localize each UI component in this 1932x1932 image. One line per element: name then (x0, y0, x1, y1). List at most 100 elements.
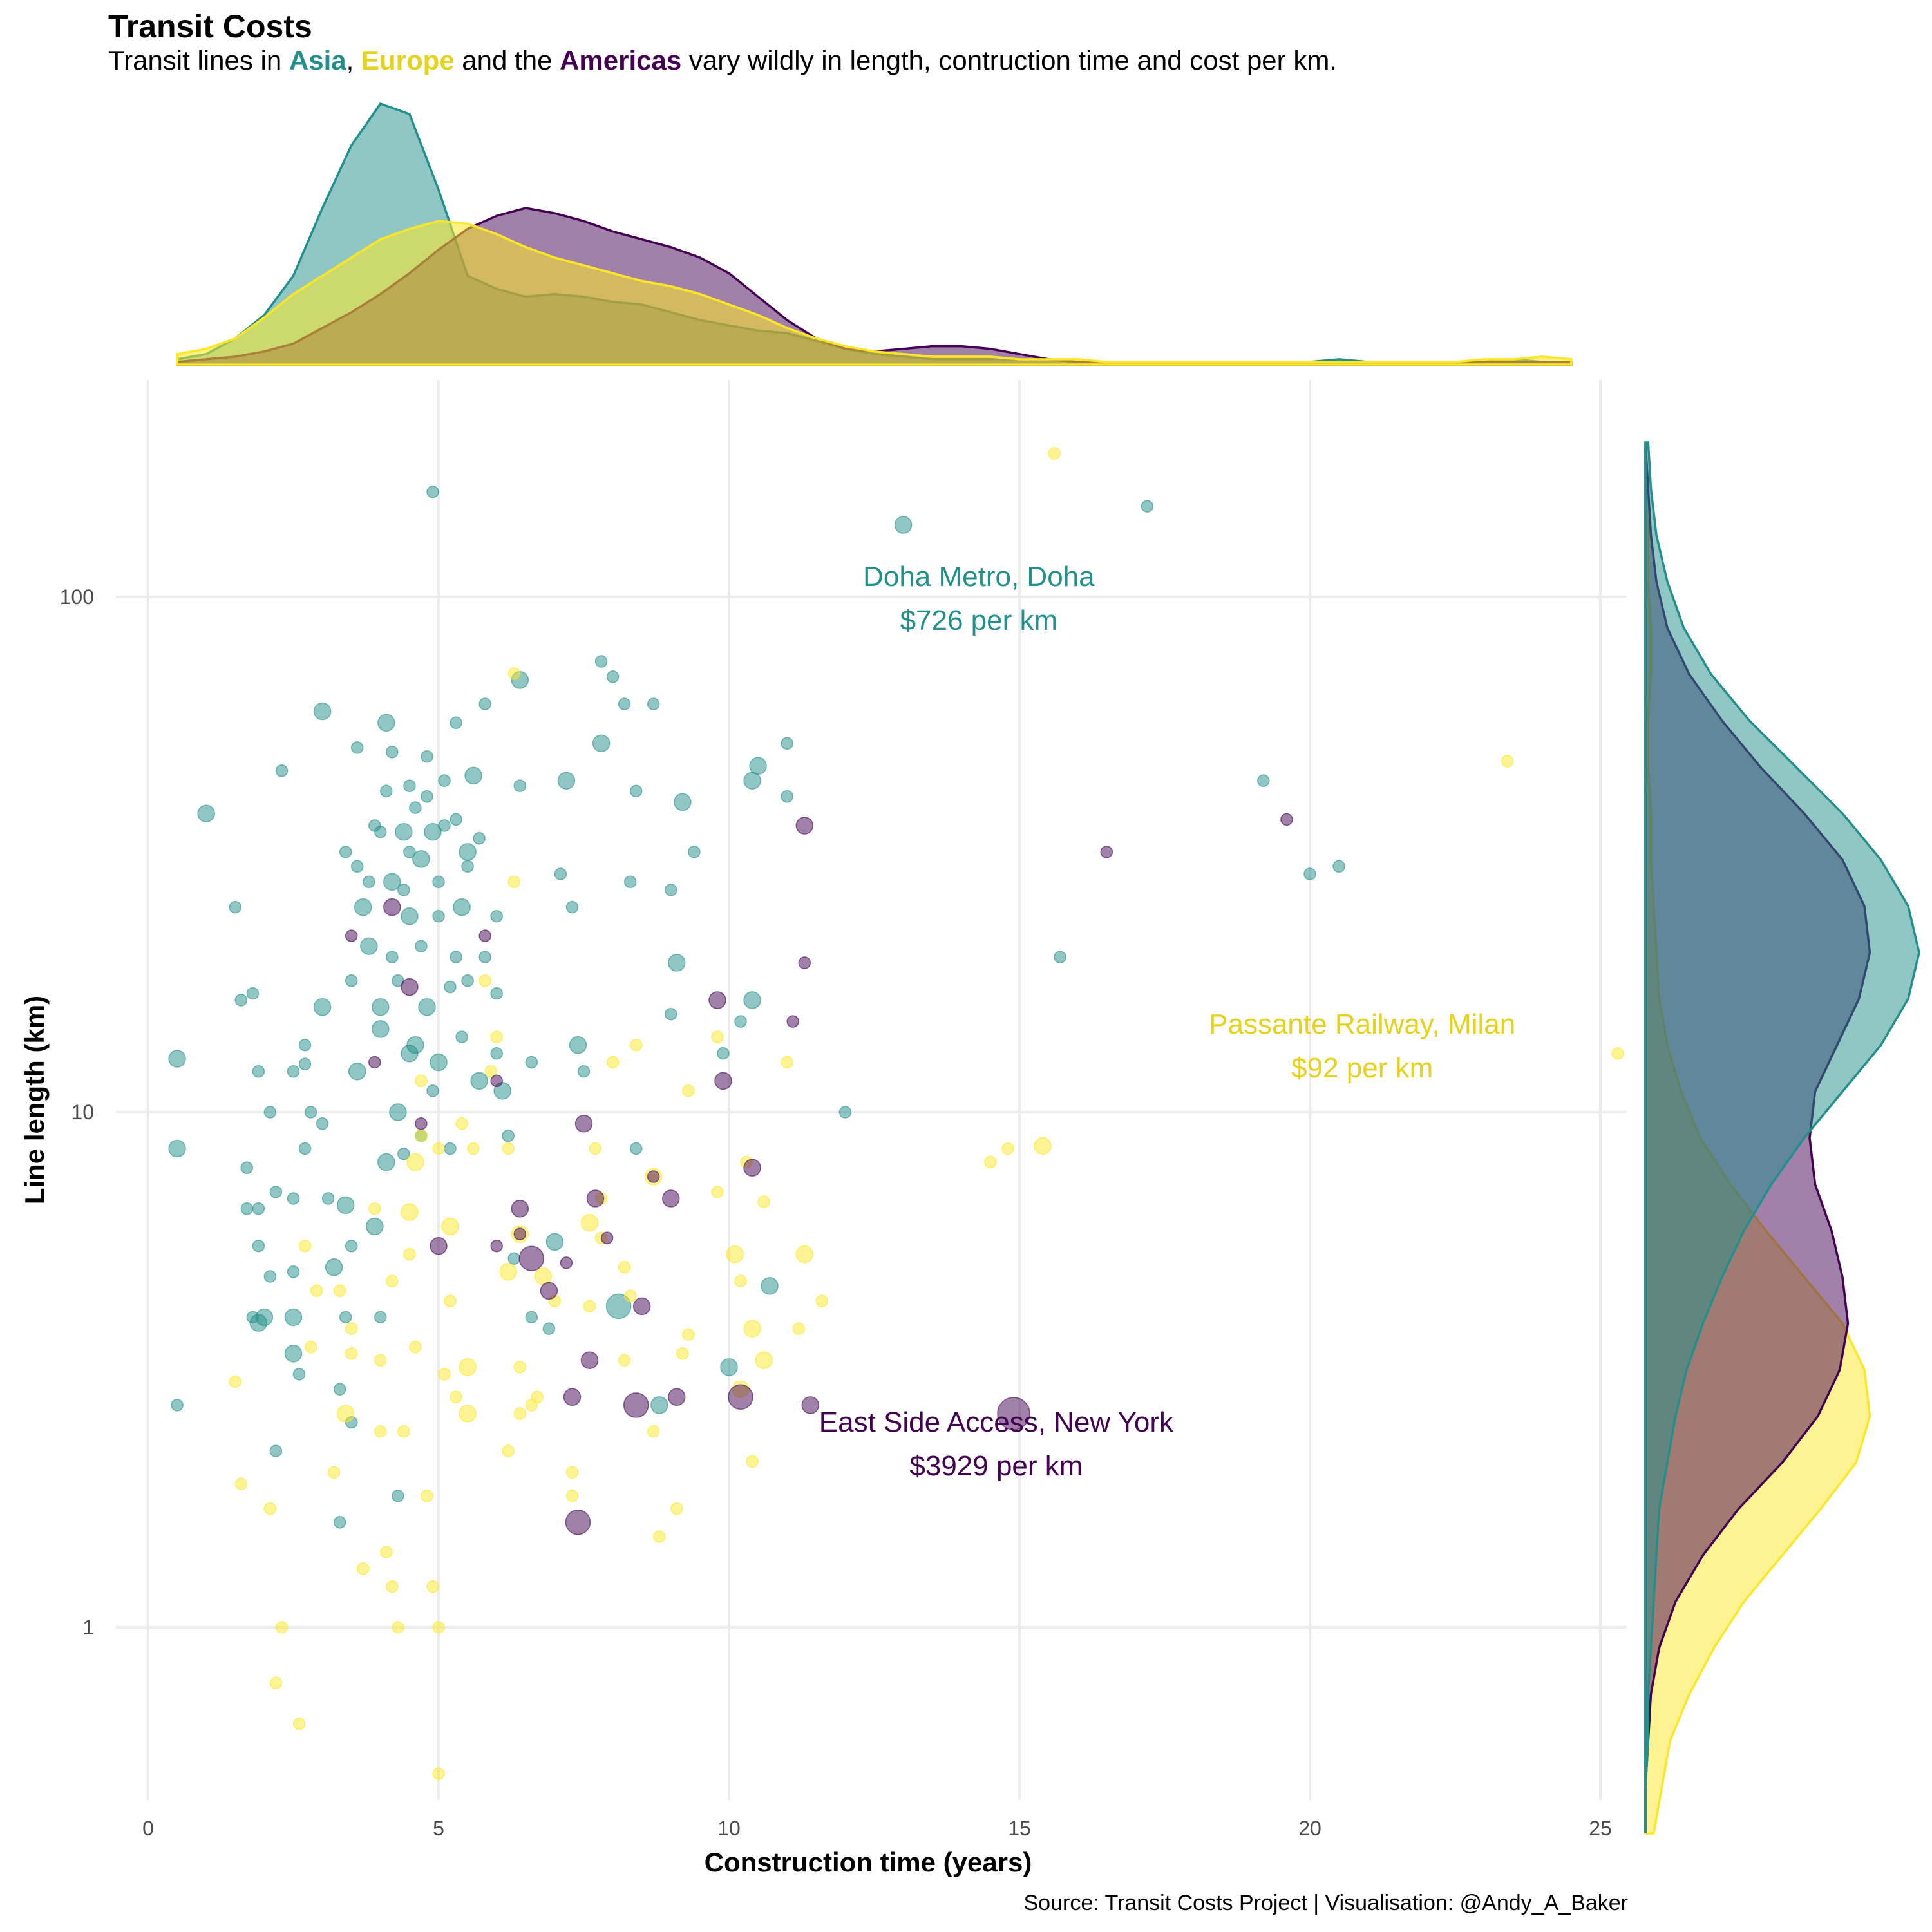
point-europe (711, 1186, 724, 1198)
point-americas (743, 1159, 761, 1177)
point-asia (478, 697, 491, 710)
point-asia (372, 1020, 390, 1038)
point-asia (461, 860, 474, 873)
point-asia (401, 907, 419, 925)
point-europe (792, 1322, 805, 1335)
point-asia (665, 884, 677, 896)
point-asia (554, 867, 567, 880)
annotations: Doha Metro, Doha $726 per km Passante Rail… (819, 561, 1515, 1482)
point-americas (565, 1509, 591, 1535)
point-asia (650, 1396, 668, 1414)
annotation-title: Doha Metro, Doha (863, 561, 1095, 592)
point-americas (798, 956, 811, 969)
point-asia (507, 1252, 521, 1265)
point-asia (333, 1383, 346, 1396)
point-europe (397, 1425, 410, 1438)
point-asia (372, 998, 390, 1016)
point-asia (490, 987, 503, 1000)
point-asia (284, 1308, 303, 1327)
annotation-cost: $726 per km (900, 605, 1058, 636)
subtitle-part-0: Transit lines in (108, 45, 289, 75)
point-asia (430, 1053, 448, 1072)
x-density-europe (176, 220, 1573, 366)
point-asia (321, 1192, 335, 1205)
point-europe (743, 1320, 761, 1338)
point-americas (801, 1396, 820, 1414)
point-europe (670, 1502, 683, 1515)
y-density-asia (1644, 441, 1920, 1833)
point-asia (605, 1293, 632, 1320)
point-asia (374, 1311, 387, 1324)
point-europe (438, 1368, 451, 1381)
point-asia (234, 994, 248, 1007)
point-asia (606, 670, 620, 683)
point-europe (426, 1580, 439, 1593)
point-europe (467, 1142, 480, 1155)
point-europe (1034, 1137, 1052, 1155)
point-asia (894, 516, 913, 534)
subtitle-part-2: , (346, 45, 361, 75)
point-asia (743, 991, 761, 1009)
point-europe (502, 1142, 515, 1155)
point-asia (1054, 951, 1066, 963)
point-americas (563, 1388, 582, 1406)
point-europe (1611, 1047, 1624, 1060)
point-europe (441, 1217, 459, 1236)
point-europe (298, 1239, 312, 1253)
point-europe (345, 1347, 358, 1360)
point-asia (629, 1142, 643, 1155)
point-americas (490, 1239, 503, 1253)
point-europe (746, 1455, 759, 1468)
point-asia (386, 746, 399, 759)
point-europe (565, 1490, 579, 1502)
point-europe (292, 1717, 306, 1730)
point-asia (345, 1239, 358, 1253)
x-tick-label: 20 (1298, 1817, 1321, 1840)
point-americas (795, 817, 814, 835)
point-asia (565, 900, 579, 914)
point-asia (470, 1072, 488, 1090)
point-europe (386, 1580, 399, 1593)
point-asia (313, 998, 332, 1016)
point-europe (421, 1490, 433, 1502)
point-asia (461, 974, 474, 987)
point-americas (345, 929, 358, 942)
point-asia (263, 1270, 277, 1283)
point-asia (240, 1161, 254, 1175)
chart-subtitle: Transit lines in Asia, Europe and the Am… (108, 45, 1337, 75)
point-asia (455, 1030, 468, 1043)
point-asia (668, 954, 686, 972)
point-europe (513, 1361, 527, 1374)
point-asia (229, 900, 242, 914)
point-asia (263, 1106, 277, 1119)
point-americas (518, 1245, 545, 1271)
point-asia (360, 937, 378, 955)
point-europe (589, 1142, 602, 1155)
chart-caption: Source: Transit Costs Project | Visualis… (1024, 1891, 1629, 1915)
point-asia (252, 1239, 265, 1253)
point-americas (580, 1351, 599, 1369)
point-asia (426, 1084, 439, 1097)
point-europe (507, 667, 521, 680)
point-asia (269, 1186, 283, 1198)
point-asia (761, 1277, 779, 1295)
point-asia (720, 1358, 738, 1376)
point-asia (197, 804, 215, 822)
point-europe (726, 1245, 744, 1264)
point-europe (711, 1030, 724, 1043)
y-tick-label: 1 (82, 1616, 94, 1639)
point-asia (412, 850, 430, 868)
chart-title: Transit Costs (108, 8, 312, 44)
point-asia (450, 716, 462, 730)
point-europe (269, 1676, 283, 1690)
point-asia (426, 485, 439, 498)
point-asia (592, 734, 611, 752)
point-europe (374, 1354, 387, 1367)
point-asia (838, 1106, 852, 1119)
point-europe (1001, 1142, 1014, 1155)
point-europe (368, 1202, 381, 1215)
point-europe (502, 1444, 515, 1457)
y-tick-label: 100 (60, 585, 94, 609)
point-americas (478, 929, 491, 942)
